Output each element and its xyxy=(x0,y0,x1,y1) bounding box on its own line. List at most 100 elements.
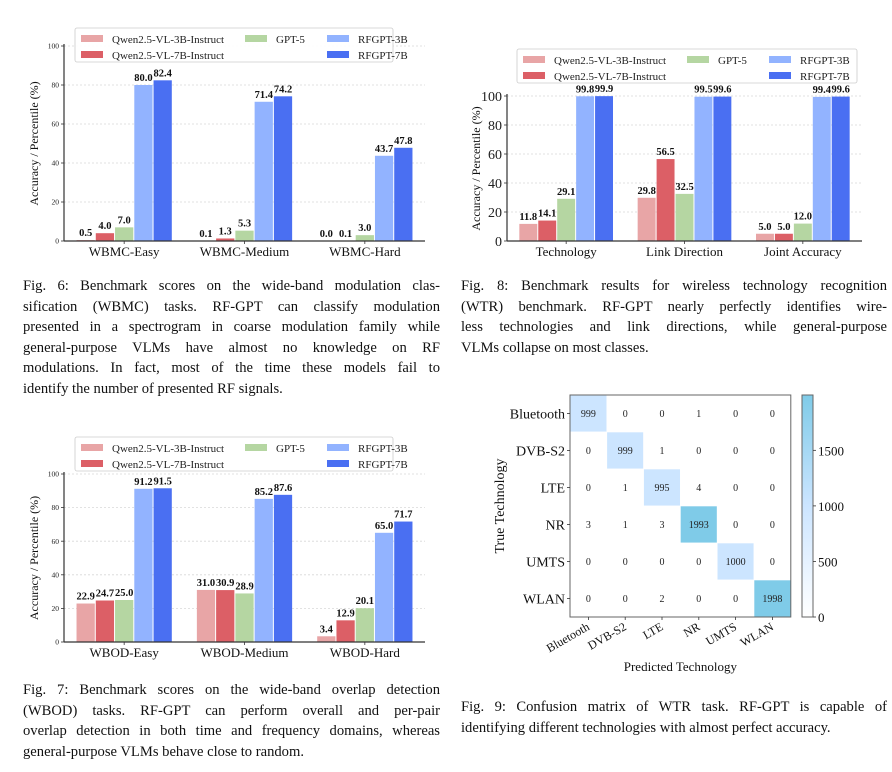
bar-rfgpt-3b xyxy=(254,498,273,642)
legend-swatch xyxy=(245,444,267,451)
matrix-cell-value: 0 xyxy=(623,409,628,420)
legend-label: Qwen2.5-VL-3B-Instruct xyxy=(112,443,224,455)
matrix-cell-value: 1 xyxy=(696,409,701,420)
y-tick-label: 80 xyxy=(488,119,502,134)
legend-label: RFGPT-7B xyxy=(358,50,408,62)
matrix-cell-value: 999 xyxy=(581,409,596,420)
bar-value-label: 22.9 xyxy=(76,592,94,603)
matrix-cell xyxy=(606,431,644,470)
legend-swatch xyxy=(523,56,545,63)
bar-value-label: 99.6 xyxy=(832,85,850,96)
caption-line: (WTR) benchmark. RF-GPT nearly perfectly… xyxy=(461,298,887,315)
y-tick-label: 40 xyxy=(52,570,60,579)
bar-value-label: 32.5 xyxy=(675,182,693,193)
y-category-label: WLAN xyxy=(523,593,565,608)
bar-qwen2-5-vl-7b-instruct xyxy=(656,159,675,241)
x-category-label: Technology xyxy=(536,244,598,259)
bar-value-label: 4.0 xyxy=(98,221,111,232)
bar-value-label: 5.0 xyxy=(758,222,771,233)
y-tick-label: 20 xyxy=(52,604,60,613)
bar-qwen2-5-vl-7b-instruct xyxy=(216,238,235,241)
legend-label: GPT-5 xyxy=(276,34,305,46)
matrix-cell xyxy=(680,394,718,433)
bar-value-label: 87.6 xyxy=(274,483,292,494)
bar-value-label: 5.0 xyxy=(777,222,790,233)
legend-label: Qwen2.5-VL-7B-Instruct xyxy=(554,71,666,83)
legend-swatch xyxy=(687,56,709,63)
matrix-cell xyxy=(753,394,792,433)
y-category-label: NR xyxy=(546,519,566,534)
bar-rfgpt-7b xyxy=(394,521,413,642)
matrix-cell-value: 1 xyxy=(623,520,628,531)
y-category-label: UMTS xyxy=(526,556,565,571)
matrix-cell-value: 0 xyxy=(733,594,738,605)
legend-box xyxy=(74,27,394,63)
matrix-cell-value: 1 xyxy=(660,446,665,457)
x-category-label: UMTS xyxy=(703,619,739,648)
matrix-cell-value: 0 xyxy=(696,594,701,605)
legend-swatch xyxy=(523,72,545,79)
bar-rfgpt-7b xyxy=(273,96,293,241)
y-tick-label: 60 xyxy=(52,537,60,546)
bar-gpt-5 xyxy=(355,235,374,241)
matrix-cell xyxy=(680,468,718,507)
bar-gpt-5 xyxy=(355,608,374,642)
bar-value-label: 5.3 xyxy=(238,219,251,230)
bar-rfgpt-3b xyxy=(374,155,394,241)
x-category-label: WBOD-Hard xyxy=(330,645,401,660)
bar-value-label: 1.3 xyxy=(219,226,232,237)
caption-line: less technologies and link directions, w… xyxy=(461,319,887,336)
bar-value-label: 91.5 xyxy=(153,476,171,487)
matrix-cell-value: 1998 xyxy=(762,594,782,605)
y-tick-label: 20 xyxy=(488,206,502,221)
x-category-label: WBOD-Easy xyxy=(90,645,160,660)
y-axis-label: True Technology xyxy=(493,458,508,553)
y-axis-label: Accuracy / Percentile (%) xyxy=(27,496,41,620)
matrix-cell xyxy=(643,505,681,544)
bar-rfgpt-7b xyxy=(713,96,732,241)
caption-line: modulations. In fact, most of the time t… xyxy=(23,360,440,377)
x-category-label: WBMC-Medium xyxy=(200,244,290,259)
caption-line: Fig. 7: Benchmark scores on the wide-ban… xyxy=(23,682,440,698)
bar-value-label: 65.0 xyxy=(375,521,393,532)
matrix-cell-value: 0 xyxy=(696,557,701,568)
y-axis-label: Accuracy / Percentile (%) xyxy=(27,81,41,205)
bar-value-label: 82.4 xyxy=(153,68,172,79)
figure-6: 0 20 40 60 80 100 0.5 4.0 7.0 80.0 82.4 WBMC-Easy 0.… xyxy=(0,0,450,270)
bar-value-label: 74.2 xyxy=(274,84,292,95)
legend-swatch xyxy=(327,51,349,58)
bar-value-label: 99.8 xyxy=(576,84,594,95)
legend-label: Qwen2.5-VL-3B-Instruct xyxy=(554,55,666,67)
matrix-cell-value: 0 xyxy=(770,520,775,531)
x-category-label: NR xyxy=(681,619,702,639)
y-tick-label: 0 xyxy=(55,638,59,647)
bar-value-label: 0.5 xyxy=(79,228,92,239)
y-tick-label: 80 xyxy=(52,503,60,512)
legend-swatch xyxy=(81,444,103,451)
bar-rfgpt-7b xyxy=(394,147,413,241)
bar-rfgpt-3b xyxy=(812,96,831,242)
y-tick-label: 100 xyxy=(48,42,60,51)
matrix-cell-value: 995 xyxy=(655,483,670,494)
y-tick-label: 40 xyxy=(488,177,502,192)
matrix-cell xyxy=(569,468,608,507)
bar-value-label: 71.4 xyxy=(255,90,274,101)
bar-qwen2-5-vl-3b-instruct xyxy=(637,197,656,241)
colorbar-tick-label: 1000 xyxy=(818,499,844,514)
y-tick-label: 60 xyxy=(52,120,60,129)
matrix-cell-value: 0 xyxy=(586,483,591,494)
legend-box xyxy=(74,436,394,472)
y-tick-label: 60 xyxy=(488,148,502,163)
matrix-cell xyxy=(606,468,644,507)
caption-line: identifying different technologies with … xyxy=(461,719,831,736)
caption-line: Fig. 8: Benchmark results for wireless t… xyxy=(461,278,887,294)
bar-value-label: 24.7 xyxy=(96,589,114,600)
figure-9: 999 0 0 1 0 0 0 999 1 0 0 0 0 1 995 4 0 0 3 1 3 1993 0 0 0 0 0 0 100… xyxy=(493,394,844,674)
x-category-label: LTE xyxy=(640,619,665,642)
matrix-cell xyxy=(569,505,608,544)
matrix-cell xyxy=(680,542,718,581)
bar-qwen2-5-vl-7b-instruct xyxy=(95,600,115,642)
matrix-cell xyxy=(716,505,755,544)
caption-line: Fig. 6: Benchmark scores on the wide-ban… xyxy=(23,278,440,294)
matrix-cell xyxy=(569,542,608,581)
